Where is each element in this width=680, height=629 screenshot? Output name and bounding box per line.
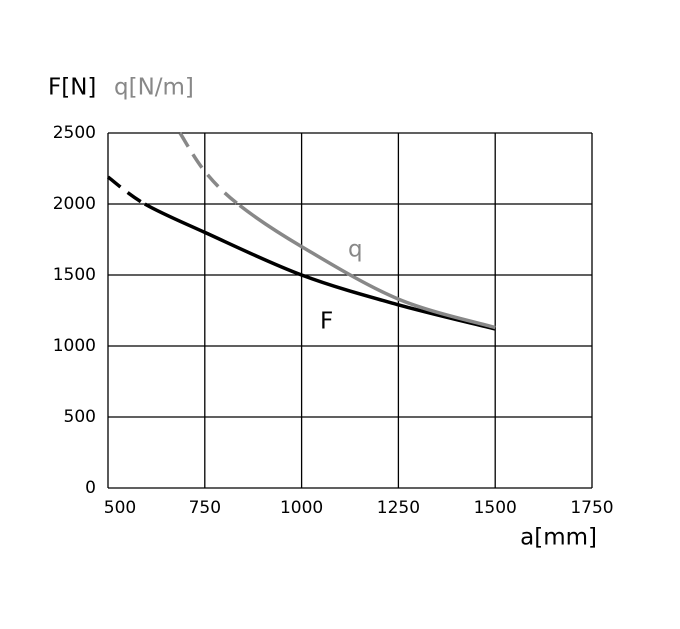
x-tick-label: 500	[104, 498, 136, 518]
x-tick-label: 750	[189, 498, 221, 518]
y-tick-label: 0	[85, 478, 96, 498]
curve	[238, 204, 496, 330]
x-tick-label: 1250	[377, 498, 420, 518]
x-tick-label: 1750	[570, 498, 613, 518]
curve-dashed	[178, 132, 241, 207]
x-axis-label: a[mm]	[520, 525, 597, 551]
x-tick-label: 1500	[474, 498, 517, 518]
y-tick-label: 1500	[53, 265, 96, 285]
series-label: q	[348, 237, 363, 263]
y-axis-label: F[N]	[48, 75, 96, 101]
y-tick-label: 1000	[53, 336, 96, 356]
y-tick-label: 500	[64, 407, 96, 427]
series-label: F	[320, 309, 333, 335]
curve	[143, 202, 496, 331]
y-tick-label: 2500	[53, 123, 96, 143]
y-axis-label-2: q[N/m]	[114, 75, 194, 101]
x-tick-label: 1000	[280, 498, 323, 518]
y-tick-label: 2000	[53, 194, 96, 214]
curve-dashed	[106, 175, 146, 206]
